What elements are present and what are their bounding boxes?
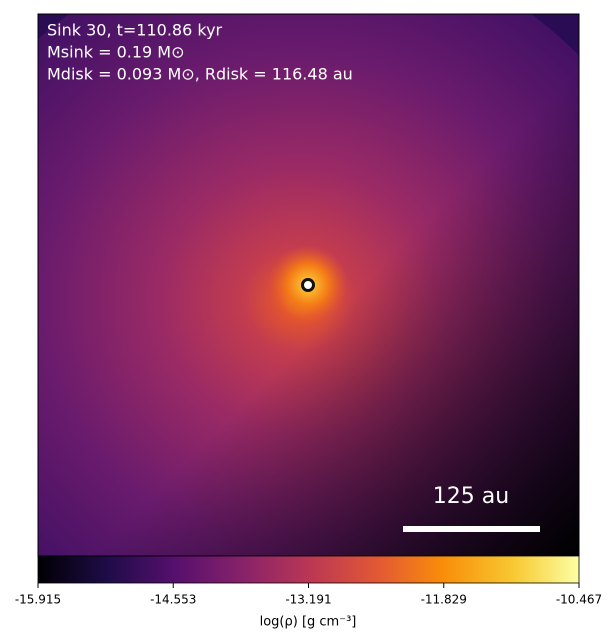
tick-label: -14.553 — [150, 593, 196, 607]
tick-label: -13.191 — [285, 593, 331, 607]
scale-bar-label: 125 au — [433, 484, 509, 509]
tick-label: -15.915 — [15, 593, 61, 607]
scale-bar — [403, 526, 540, 532]
tick-label: -10.467 — [556, 593, 602, 607]
sink-marker — [301, 278, 315, 292]
colorbar — [37, 555, 580, 584]
tick-label: -11.829 — [421, 593, 467, 607]
colorbar-label: log(ρ) [g cm⁻³] — [260, 615, 357, 630]
annotation: Mdisk = 0.093 M⊙, Rdisk = 116.48 au — [47, 65, 353, 84]
annotation: Sink 30, t=110.86 kyr — [47, 21, 223, 40]
annotation: Msink = 0.19 M⊙ — [47, 43, 185, 62]
